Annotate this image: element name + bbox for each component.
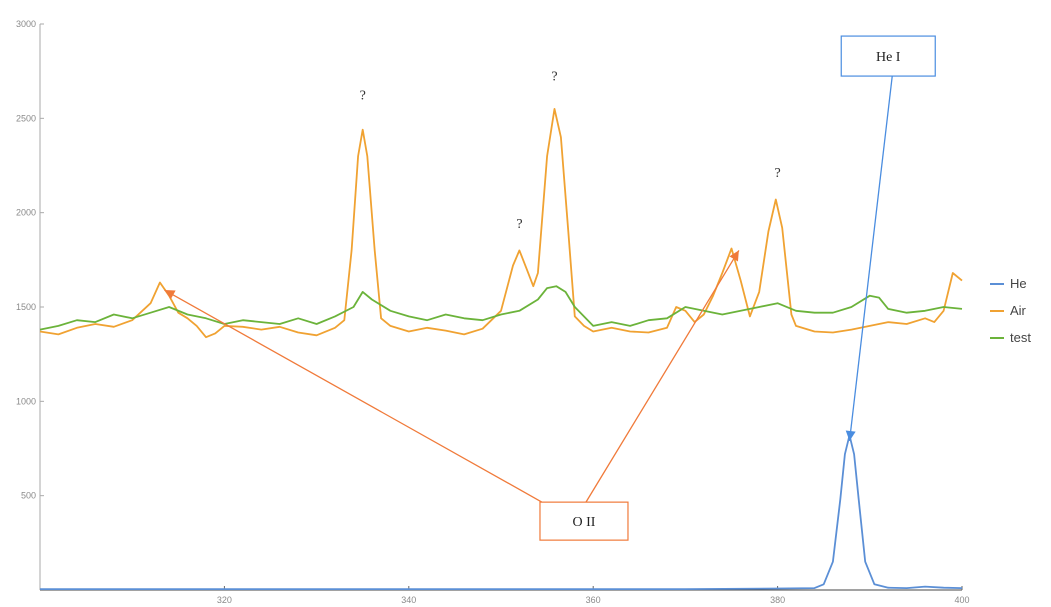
y-tick-label: 1000 (16, 396, 36, 406)
x-tick-label: 380 (770, 595, 785, 605)
oii-arrow-line (585, 250, 740, 503)
y-tick-label: 500 (21, 491, 36, 501)
x-tick-label: 320 (217, 595, 232, 605)
arrow-head (164, 290, 176, 300)
hei-arrow-line (848, 75, 893, 442)
series-line-test (39, 285, 963, 331)
legend-label-he: He (1010, 276, 1027, 291)
hei-label: He I (876, 50, 901, 65)
legend-label-air: Air (1010, 303, 1027, 318)
series-line-he (40, 434, 963, 590)
x-tick-label: 400 (954, 595, 969, 605)
oii-arrow-line (164, 289, 543, 503)
y-tick-label: 1500 (16, 302, 36, 312)
y-tick-label: 3000 (16, 19, 36, 29)
legend-label-test: test (1010, 330, 1031, 345)
question-mark-label: ? (774, 166, 780, 181)
question-mark-label: ? (516, 217, 522, 232)
annotation-layer: ???? O II He I (164, 35, 936, 541)
axes (39, 24, 962, 591)
legend: He Air test (990, 276, 1031, 345)
x-tick-label: 360 (586, 595, 601, 605)
y-tick-label: 2500 (16, 113, 36, 123)
oii-label-box (539, 501, 629, 541)
series-line-air (39, 108, 963, 339)
x-tick-label: 340 (401, 595, 416, 605)
arrow-head (729, 250, 739, 262)
series-layer (39, 108, 963, 590)
question-mark-label: ? (551, 70, 557, 85)
arrow-head (845, 430, 856, 441)
y-ticks: 500 1000 1500 2000 2500 3000 (16, 19, 44, 501)
question-mark-label: ? (360, 88, 366, 103)
hei-label-box (840, 35, 936, 77)
y-tick-label: 2000 (16, 208, 36, 218)
oii-label: O II (573, 515, 596, 530)
